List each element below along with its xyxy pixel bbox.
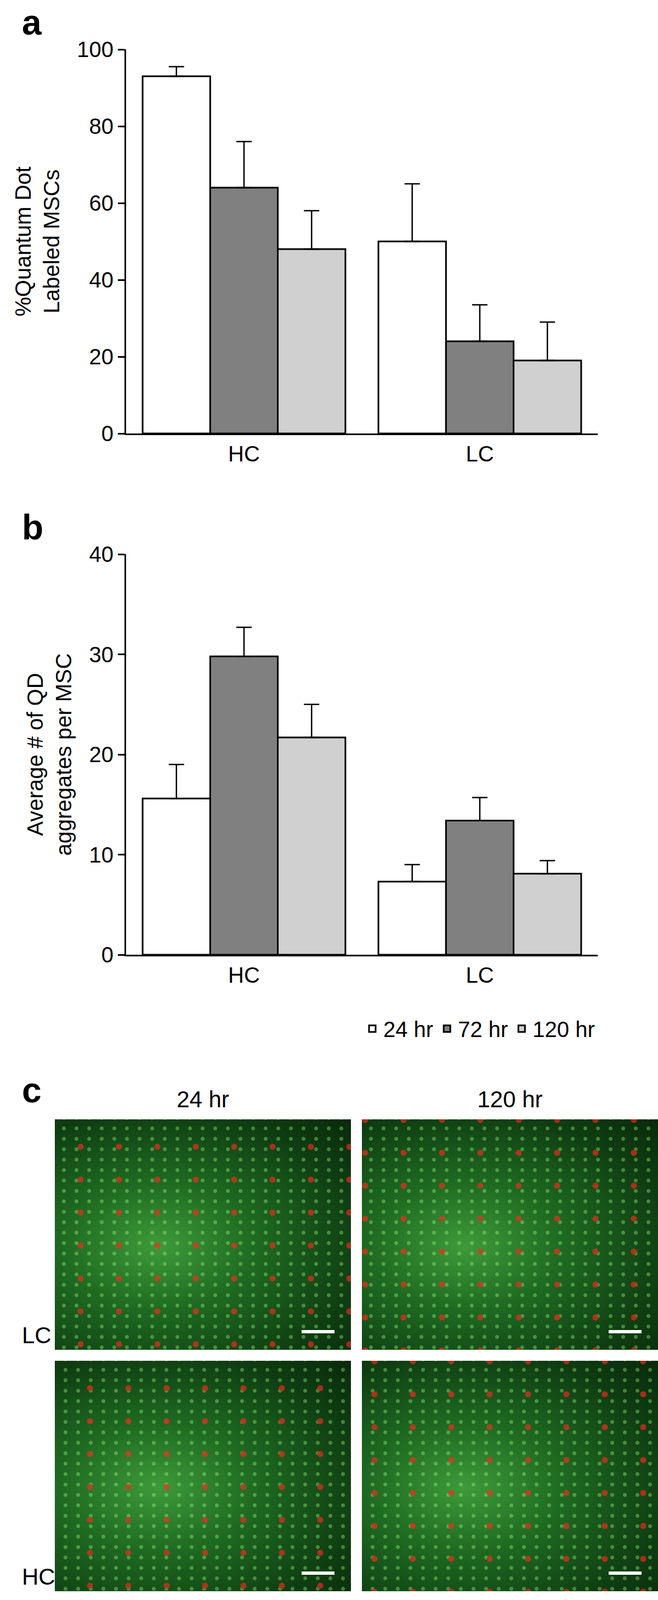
html-text:a: a [21, 2, 42, 43]
html-text:LC: LC [21, 1321, 52, 1348]
svg-text:20: 20 [89, 344, 115, 369]
html-text:HC: HC [21, 1562, 56, 1589]
html-text:24 hr: 24 hr [176, 1085, 230, 1112]
svg-text:LC: LC [465, 962, 494, 987]
svg-text:24 hr: 24 hr [383, 1016, 434, 1041]
html-text:b: b [21, 507, 44, 547]
svg-text:60: 60 [89, 190, 115, 215]
svg-text:0: 0 [101, 942, 114, 967]
svg-text:HC: HC [228, 962, 260, 987]
svg-text:40: 40 [89, 267, 115, 292]
svg-text:Average # of QDaggregates per: Average # of QDaggregates per MSC [23, 652, 76, 855]
svg-text:80: 80 [89, 114, 115, 139]
svg-text:20: 20 [89, 741, 115, 767]
html-text:120 hr: 120 hr [477, 1085, 543, 1112]
svg-text:72 hr: 72 hr [457, 1016, 508, 1041]
svg-text:10: 10 [89, 842, 115, 867]
svg-text:30: 30 [89, 642, 115, 667]
svg-text:HC: HC [228, 441, 260, 466]
svg-text:100: 100 [76, 37, 114, 62]
svg-text:LC: LC [465, 441, 494, 466]
svg-text:0: 0 [101, 421, 114, 446]
svg-text:%Quantum DotLabeled MSCs: %Quantum DotLabeled MSCs [10, 166, 64, 316]
svg-text:120 hr: 120 hr [532, 1016, 595, 1041]
html-text:c: c [21, 1069, 42, 1110]
svg-text:40: 40 [89, 541, 115, 566]
